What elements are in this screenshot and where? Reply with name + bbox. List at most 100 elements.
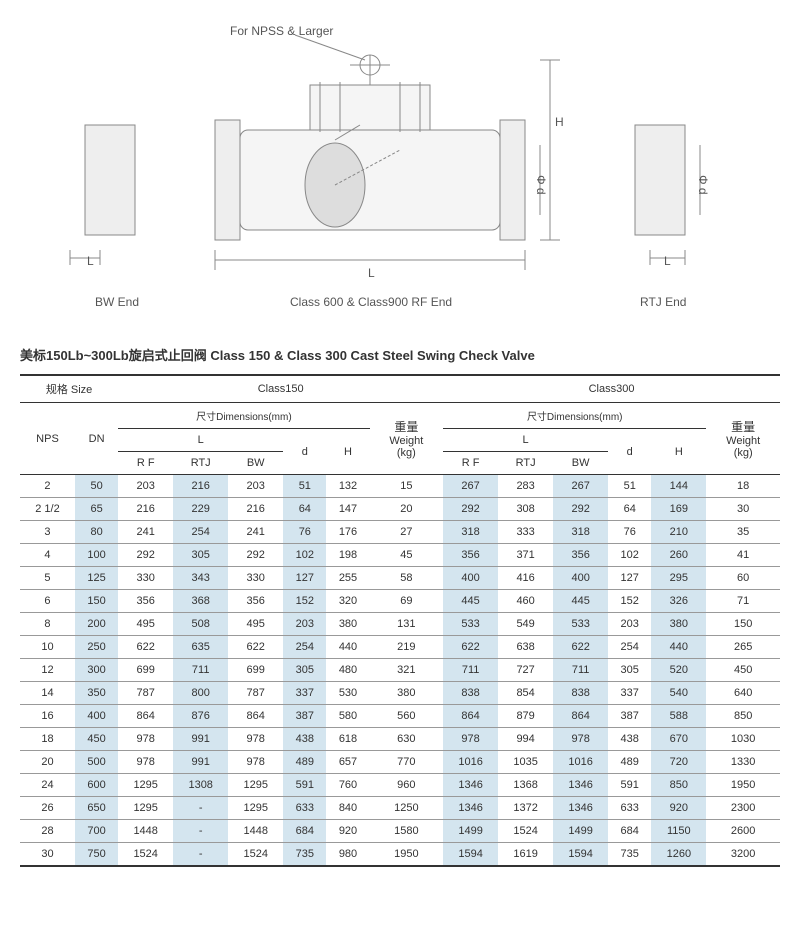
cell: 1295 xyxy=(118,774,173,797)
cell: 1448 xyxy=(118,820,173,843)
cell: 330 xyxy=(118,567,173,590)
cell: 60 xyxy=(706,567,780,590)
cell: 356 xyxy=(553,544,608,567)
cell: 12 xyxy=(20,659,75,682)
cell: 14 xyxy=(20,682,75,705)
cell: 991 xyxy=(173,751,228,774)
cell: 1580 xyxy=(370,820,444,843)
cell: 1346 xyxy=(443,774,498,797)
cell: 495 xyxy=(118,613,173,636)
cell: 6 xyxy=(20,590,75,613)
dim-L-bw: L xyxy=(87,254,94,268)
hdr-dn: DN xyxy=(75,403,118,475)
cell: 630 xyxy=(370,728,444,751)
cell: 1594 xyxy=(553,843,608,867)
dim-L-rtj: L xyxy=(664,254,671,268)
cell: 241 xyxy=(118,521,173,544)
cell: - xyxy=(173,843,228,867)
label-center-end: Class 600 & Class900 RF End xyxy=(290,295,452,309)
cell: 879 xyxy=(498,705,553,728)
cell: 978 xyxy=(443,728,498,751)
table-row: 1025062263562225444021962263862225444026… xyxy=(20,636,780,659)
cell: 265 xyxy=(706,636,780,659)
cell: 727 xyxy=(498,659,553,682)
cell: 520 xyxy=(651,659,706,682)
cell: 2 1/2 xyxy=(20,498,75,521)
cell: 18 xyxy=(706,475,780,498)
cell: 216 xyxy=(173,475,228,498)
weight-en-300: Weight xyxy=(708,435,778,447)
cell: 711 xyxy=(553,659,608,682)
dim-H: H xyxy=(555,115,564,129)
cell: 250 xyxy=(75,636,118,659)
cell: 657 xyxy=(326,751,369,774)
cell: 152 xyxy=(608,590,651,613)
cell: 640 xyxy=(706,682,780,705)
hdr-dims-150: 尺寸Dimensions(mm) xyxy=(118,403,369,429)
cell: 416 xyxy=(498,567,553,590)
cell: 380 xyxy=(370,682,444,705)
cell: 320 xyxy=(326,590,369,613)
cell: 64 xyxy=(608,498,651,521)
cell: 169 xyxy=(651,498,706,521)
cell: 588 xyxy=(651,705,706,728)
cell: 864 xyxy=(228,705,283,728)
cell: 699 xyxy=(118,659,173,682)
cell: 337 xyxy=(283,682,326,705)
cell: 580 xyxy=(326,705,369,728)
cell: 500 xyxy=(75,751,118,774)
cell: 2 xyxy=(20,475,75,498)
cell: 318 xyxy=(443,521,498,544)
cell: 711 xyxy=(173,659,228,682)
cell: 400 xyxy=(443,567,498,590)
cell: 440 xyxy=(651,636,706,659)
label-bw-end: BW End xyxy=(95,295,139,309)
hdr-d-300: d xyxy=(608,429,651,475)
cell: 305 xyxy=(173,544,228,567)
hdr-H-300: H xyxy=(651,429,706,475)
cell: 980 xyxy=(326,843,369,867)
cell: 127 xyxy=(608,567,651,590)
cell: 1260 xyxy=(651,843,706,867)
cell: 850 xyxy=(706,705,780,728)
cell: 1016 xyxy=(553,751,608,774)
cell: 1594 xyxy=(443,843,498,867)
cell: 380 xyxy=(651,613,706,636)
cell: 380 xyxy=(326,613,369,636)
cell: 10 xyxy=(20,636,75,659)
cell: 684 xyxy=(283,820,326,843)
cell: 131 xyxy=(370,613,444,636)
cell: 1295 xyxy=(228,774,283,797)
cell: 840 xyxy=(326,797,369,820)
table-body: 250203216203511321526728326751144182 1/2… xyxy=(20,475,780,867)
cell: 27 xyxy=(370,521,444,544)
cell: 343 xyxy=(173,567,228,590)
cell: 735 xyxy=(283,843,326,867)
cell: 69 xyxy=(370,590,444,613)
cell: 30 xyxy=(20,843,75,867)
hdr-rf-150: R F xyxy=(118,452,173,475)
hdr-nps: NPS xyxy=(20,403,75,475)
cell: 991 xyxy=(173,728,228,751)
dim-d-center: Φ d xyxy=(534,175,548,195)
cell: 2600 xyxy=(706,820,780,843)
cell: 368 xyxy=(173,590,228,613)
cell: 219 xyxy=(370,636,444,659)
table-header: 规格 Size Class150 Class300 NPS DN 尺寸Dimen… xyxy=(20,375,780,475)
cell: 445 xyxy=(553,590,608,613)
cell: 125 xyxy=(75,567,118,590)
cell: 35 xyxy=(706,521,780,544)
cell: 978 xyxy=(553,728,608,751)
cell: 787 xyxy=(228,682,283,705)
technical-drawing: For NPSS & Larger L L L H Φ d Φ d BW End… xyxy=(20,20,780,330)
cell: 1030 xyxy=(706,728,780,751)
weight-en-150: Weight xyxy=(372,435,442,447)
cell: 760 xyxy=(326,774,369,797)
cell: 720 xyxy=(651,751,706,774)
cell: 15 xyxy=(370,475,444,498)
cell: 30 xyxy=(706,498,780,521)
hdr-bw-150: BW xyxy=(228,452,283,475)
weight-cn-150: 重量 xyxy=(372,418,442,435)
table-row: 1640086487686438758056086487986438758885… xyxy=(20,705,780,728)
cell: 76 xyxy=(608,521,651,544)
